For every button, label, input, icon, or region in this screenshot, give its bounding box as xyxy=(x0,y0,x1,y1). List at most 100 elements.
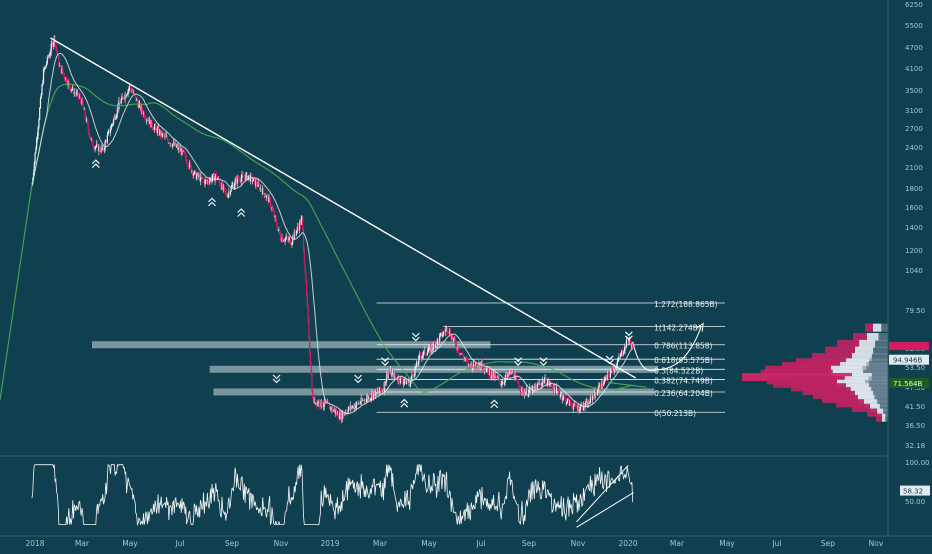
chevron-up-stroke xyxy=(237,212,246,217)
candle-body xyxy=(73,91,75,94)
volume-profile-up xyxy=(852,353,872,362)
candle-body xyxy=(225,190,227,193)
candle-body xyxy=(275,219,278,226)
candle-body xyxy=(512,371,515,378)
candle-body xyxy=(215,174,218,180)
candle-body xyxy=(612,371,615,373)
chevron-down-stroke xyxy=(514,357,522,362)
candle-body xyxy=(164,135,166,137)
candle-body xyxy=(40,94,42,99)
candle-body xyxy=(315,402,317,405)
candle-body xyxy=(229,191,231,195)
candle-body xyxy=(532,386,535,388)
candle-body xyxy=(74,91,76,94)
candle-body xyxy=(60,65,62,74)
chevron-down-stroke xyxy=(514,361,522,366)
chevron-down-stroke xyxy=(411,336,420,342)
candle-body xyxy=(78,97,80,98)
candle-body xyxy=(495,375,497,377)
candle-body xyxy=(539,383,541,385)
candle-body xyxy=(209,180,211,184)
fib-label-0.786: 0.786(113.858) xyxy=(654,342,712,351)
fib-label-0.236: 0.236(64.204B) xyxy=(654,389,713,398)
candle-body xyxy=(618,356,620,360)
candle-body xyxy=(570,403,572,405)
candle-body xyxy=(206,180,208,182)
candle-body xyxy=(279,233,282,240)
chevron-up-stroke xyxy=(400,398,409,404)
candle-body xyxy=(356,402,358,403)
candle-body xyxy=(586,401,588,408)
candle-body xyxy=(331,407,333,411)
candle-body xyxy=(352,405,355,409)
candle-body xyxy=(454,337,456,342)
candle-body xyxy=(155,124,157,128)
candle-body xyxy=(108,129,110,133)
candle-body xyxy=(434,343,436,349)
candle-body xyxy=(122,95,124,97)
candle-body xyxy=(259,184,261,191)
candle-body xyxy=(161,130,163,137)
candle-body xyxy=(565,398,567,405)
candle-body xyxy=(321,399,323,407)
candle-body xyxy=(150,120,152,128)
candle-body xyxy=(555,386,558,394)
candle-body xyxy=(166,136,168,138)
candle-body xyxy=(424,349,426,355)
candle-body xyxy=(519,388,521,390)
candle-body xyxy=(131,91,133,93)
candle-body xyxy=(311,373,313,392)
candle-body xyxy=(417,363,419,364)
candle-body xyxy=(488,369,490,375)
candle-body xyxy=(439,335,441,342)
candle-body xyxy=(547,380,549,383)
candle-body xyxy=(183,150,185,154)
candle-body xyxy=(625,344,627,347)
candle-body xyxy=(629,339,632,344)
volume-profile-down xyxy=(852,403,870,412)
candle-body xyxy=(67,80,69,86)
candle-body xyxy=(339,413,342,420)
chevron-down-stroke xyxy=(539,361,548,366)
candle-body xyxy=(487,366,489,370)
candle-body xyxy=(420,355,422,359)
chevron-up-stroke xyxy=(400,402,409,408)
candle-body xyxy=(85,116,87,122)
candle-body xyxy=(374,391,376,397)
candle-body xyxy=(225,192,228,197)
candle-body xyxy=(484,369,486,371)
candle-body xyxy=(52,42,55,47)
candle-body xyxy=(299,221,302,225)
candle-body xyxy=(313,397,315,403)
candle-body xyxy=(200,175,202,178)
candle-body xyxy=(379,387,381,392)
candle-body xyxy=(165,135,167,137)
candle-body xyxy=(359,402,361,404)
candle-body xyxy=(527,394,529,396)
candle-body xyxy=(116,107,118,115)
chevron-down-stroke xyxy=(272,378,281,384)
candle-body xyxy=(279,229,281,234)
candle-body xyxy=(462,356,465,360)
volume-profile-down xyxy=(825,346,855,355)
candle-body xyxy=(283,240,285,242)
candle-body xyxy=(565,402,568,405)
candle-body xyxy=(142,112,145,115)
candle-body xyxy=(590,396,592,398)
candle-body xyxy=(215,174,217,177)
ma-tail xyxy=(608,382,647,388)
candle-body xyxy=(568,398,570,406)
candle-body xyxy=(477,366,479,368)
candle-body xyxy=(473,360,475,365)
candle-body xyxy=(552,388,555,391)
candle-body xyxy=(269,196,271,199)
x-tick-label: Jul xyxy=(475,539,485,548)
candle-body xyxy=(553,383,555,391)
candle-body xyxy=(291,242,293,245)
candle-body xyxy=(409,379,411,387)
x-tick-label: 2020 xyxy=(618,539,637,548)
candle-body xyxy=(92,140,94,147)
candle-body xyxy=(558,390,560,394)
candle-body xyxy=(221,183,223,190)
volume-profile-up xyxy=(855,390,874,399)
